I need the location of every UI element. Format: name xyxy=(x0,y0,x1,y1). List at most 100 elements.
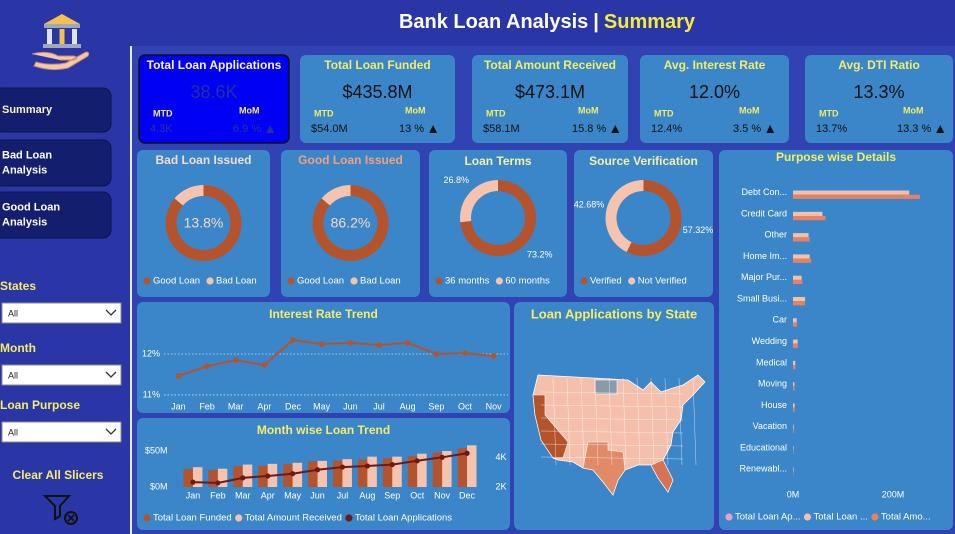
dropdown-box[interactable] xyxy=(1,364,122,386)
bar xyxy=(793,190,910,195)
title-highlight: Summary xyxy=(604,11,696,33)
kpi-mom-value: 13.3 % xyxy=(897,123,931,135)
bar xyxy=(233,466,243,487)
chart-card: Bad Loan Issued 13.8% Good Loan Bad Loan xyxy=(137,150,270,297)
x-tick-label: Sep xyxy=(384,490,400,500)
bar xyxy=(407,456,418,487)
legend-swatch xyxy=(287,277,295,285)
kpi-mom-label: MoM xyxy=(405,105,426,115)
x-tick-label: Feb xyxy=(210,490,226,500)
donut-slice xyxy=(626,180,682,257)
bar xyxy=(317,460,328,487)
map-region xyxy=(582,441,626,496)
kpi-mtd-value: $54.0M xyxy=(311,123,348,135)
nav-button-bg[interactable] xyxy=(0,139,112,187)
chart-card: Purpose wise Details 0M 200M Debt Con... Cre… xyxy=(719,150,953,530)
nav-label[interactable]: Bad Loan xyxy=(2,149,52,161)
bar xyxy=(793,237,810,242)
kpi-value: 38.6K xyxy=(190,82,237,102)
x-tick-label: Aug xyxy=(359,490,375,500)
kpi-mom-label: MoM xyxy=(578,105,599,115)
clear-slicers[interactable]: Clear All Slicers xyxy=(13,468,104,525)
x-tick-label: May xyxy=(313,401,331,411)
nav-label[interactable]: Analysis xyxy=(2,216,47,228)
line-point xyxy=(215,480,221,486)
nav-label[interactable]: Good Loan xyxy=(2,201,60,213)
dropdown-chevron[interactable] xyxy=(105,428,117,435)
nav-button[interactable]: Bad Loan Analysis xyxy=(0,139,112,187)
bar xyxy=(793,360,796,366)
map-border xyxy=(540,391,684,395)
line-point xyxy=(318,341,325,347)
filter-dropdown[interactable]: All xyxy=(1,364,122,386)
legend-label: Total Loan Funded xyxy=(153,513,232,524)
nav-button[interactable]: Good Loan Analysis xyxy=(0,191,112,239)
bar xyxy=(793,318,797,323)
line-point xyxy=(404,340,411,346)
funnel-icon[interactable] xyxy=(42,495,72,521)
kpi-card: Total Amount Received $473.1M MTD MoM $58.1M… xyxy=(472,55,628,143)
nav-label[interactable]: Summary xyxy=(2,104,53,116)
kpi-title: Avg. Interest Rate xyxy=(664,58,766,72)
bar xyxy=(192,467,203,487)
bar xyxy=(292,462,303,487)
clear-icon-x[interactable] xyxy=(67,514,75,522)
clear-icon[interactable] xyxy=(64,511,78,525)
dropdown-value[interactable]: All xyxy=(8,370,18,380)
kpi-card-bg xyxy=(300,55,455,143)
bar xyxy=(793,445,794,451)
dropdown-box[interactable] xyxy=(1,302,122,324)
map-border xyxy=(664,377,669,466)
data-label: 26.8% xyxy=(443,175,469,185)
line-point xyxy=(462,350,468,356)
bar xyxy=(208,469,218,487)
line-series xyxy=(192,452,468,484)
legend-label: Good Loan xyxy=(297,276,344,287)
kpi-value: $473.1M xyxy=(515,82,585,102)
dropdown-chevron[interactable] xyxy=(105,371,117,378)
title-separator: | xyxy=(593,11,599,33)
filter-dropdown[interactable]: All xyxy=(1,421,122,443)
map-border xyxy=(552,377,557,466)
bar xyxy=(793,194,920,199)
bar xyxy=(382,458,393,487)
kpi-value: $435.8M xyxy=(342,82,412,102)
bar xyxy=(283,464,293,487)
legend-swatch xyxy=(725,513,733,521)
card-bg xyxy=(429,150,567,297)
legend-swatch xyxy=(143,514,151,522)
dropdown-value[interactable]: All xyxy=(8,427,18,437)
nav-button-bg[interactable] xyxy=(0,87,112,133)
x-tick-label: Nov xyxy=(486,401,503,411)
nav-button-bg[interactable] xyxy=(0,191,112,239)
nav-label[interactable]: Analysis xyxy=(2,164,47,176)
center-label: 86.2% xyxy=(331,215,371,231)
line-point xyxy=(490,353,497,359)
chart-card: Good Loan Issued 86.2% Good Loan Bad Loan xyxy=(281,150,420,297)
bar xyxy=(793,216,826,221)
x-tick-label: Apr xyxy=(257,401,271,411)
bar xyxy=(342,459,352,487)
legend-swatch xyxy=(206,277,214,285)
legend-swatch xyxy=(235,514,243,522)
page-title: Bank Loan Analysis | Summary xyxy=(399,11,696,33)
legend-label: 60 months xyxy=(505,276,550,287)
dropdown-box[interactable] xyxy=(1,421,122,443)
nav-button[interactable]: Summary xyxy=(0,87,112,133)
dropdown-value[interactable]: All xyxy=(8,308,18,318)
y-tick-label: $0M xyxy=(150,481,168,491)
chart-card: Interest Rate Trend 11% 12% Jan Feb Mar Apr Dec… xyxy=(137,302,510,413)
line-point xyxy=(190,479,196,485)
legend-label: Total Loan ... xyxy=(814,512,868,523)
bar xyxy=(308,461,318,487)
clear-slicers-label[interactable]: Clear All Slicers xyxy=(13,468,104,482)
bar xyxy=(467,445,477,487)
kpi-mtd-value: 13.7% xyxy=(816,123,847,135)
filter-dropdown[interactable]: All xyxy=(1,302,122,324)
map-border xyxy=(678,377,683,466)
bar xyxy=(793,386,795,391)
line-point xyxy=(414,458,420,464)
donut-slice xyxy=(460,180,498,223)
dropdown-chevron[interactable] xyxy=(105,309,117,316)
map-border xyxy=(540,456,684,460)
